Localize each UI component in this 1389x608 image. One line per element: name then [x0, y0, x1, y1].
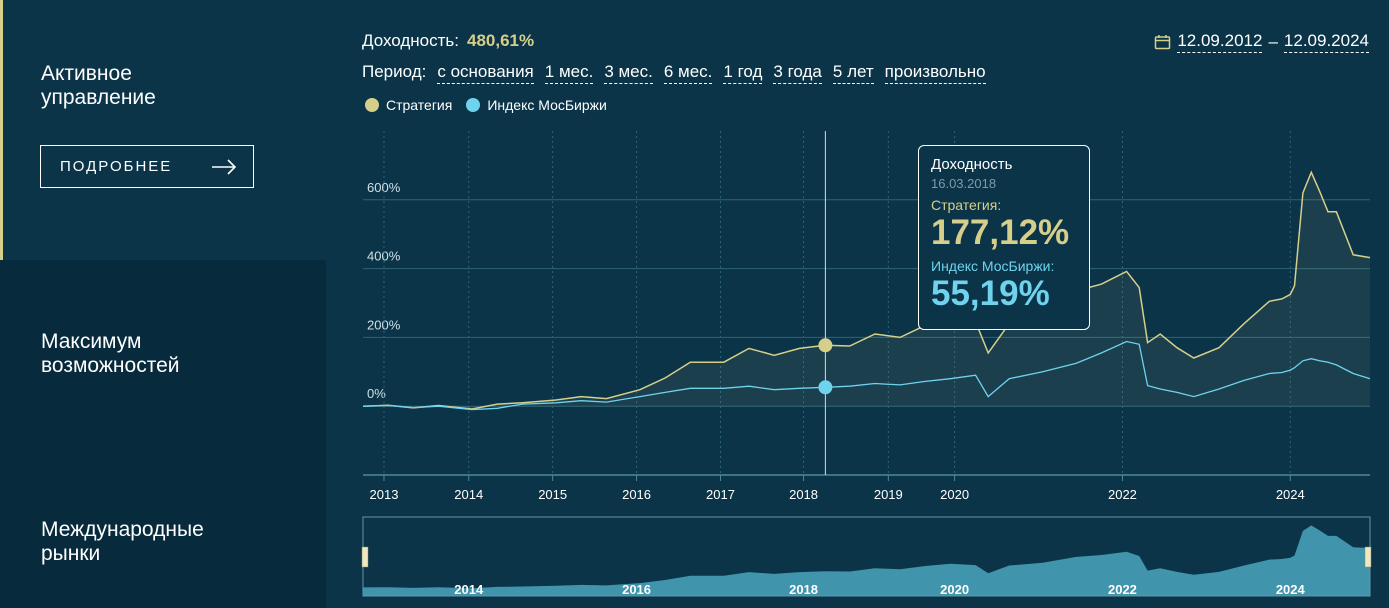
- navigator-tick-label-2: 2018: [789, 582, 818, 597]
- chart-legend: Стратегия Индекс МосБиржи: [365, 97, 607, 113]
- sidebar-inactive-panel: [0, 260, 326, 608]
- sidebar-active-panel: [0, 0, 326, 260]
- tooltip-strategy-value: 177,12%: [931, 213, 1070, 252]
- period-option-custom[interactable]: произвольно: [884, 62, 986, 84]
- sidebar-item-active-management[interactable]: Активное управление: [41, 62, 156, 109]
- navigator-tick-label-0: 2014: [454, 582, 484, 597]
- strategy-marker: [818, 338, 833, 353]
- index-line: [362, 340, 1371, 411]
- tooltip-index-label: Индекс МосБиржи:: [931, 258, 1055, 274]
- arrow-right-icon: [212, 158, 237, 175]
- date-range: 12.09.2012 – 12.09.2024: [1154, 31, 1369, 53]
- period-option-1-year[interactable]: 1 год: [723, 62, 763, 84]
- period-option-3-years[interactable]: 3 года: [773, 62, 822, 84]
- navigator-area: [363, 525, 1370, 596]
- yield-value: 480,61%: [467, 31, 535, 50]
- navigator-tick-label-5: 2024: [1276, 582, 1306, 597]
- date-to[interactable]: 12.09.2024: [1283, 31, 1369, 53]
- legend-label-strategy: Стратегия: [386, 97, 453, 113]
- x-tick-label-9: 2024: [1276, 487, 1305, 502]
- yield-label: Доходность:: [362, 31, 459, 50]
- x-tick-label-5: 2018: [789, 487, 818, 502]
- y-tick-label-0: 0%: [367, 386, 386, 401]
- tooltip-date: 16.03.2018: [931, 176, 997, 191]
- sidebar-item-max-opportunities[interactable]: Максимум возможностей: [41, 330, 180, 377]
- legend-item-index[interactable]: Индекс МосБиржи: [466, 97, 607, 113]
- x-tick-label-1: 2014: [454, 487, 483, 502]
- period-label: Период:: [362, 62, 427, 81]
- navigator-handle-right[interactable]: [1364, 546, 1372, 568]
- x-tick-label-3: 2016: [622, 487, 651, 502]
- x-tick-label-0: 2013: [370, 487, 399, 502]
- period-selector: Период: с основания 1 мес. 3 мес. 6 мес.…: [362, 62, 986, 84]
- index-marker: [818, 380, 833, 395]
- x-tick-label-7: 2020: [940, 487, 969, 502]
- period-option-5-years[interactable]: 5 лет: [832, 62, 874, 84]
- x-tick-label-4: 2017: [706, 487, 735, 502]
- legend-item-strategy[interactable]: Стратегия: [365, 97, 452, 113]
- calendar-icon[interactable]: [1154, 34, 1171, 50]
- sidebar-item-international-markets[interactable]: Международные рынки: [41, 518, 204, 565]
- tooltip-index-value: 55,19%: [931, 274, 1050, 313]
- sidebar-active-indicator: [0, 0, 3, 260]
- y-tick-label-1: 200%: [367, 317, 401, 332]
- date-separator: –: [1268, 32, 1278, 51]
- legend-dot-strategy: [365, 98, 379, 112]
- strategy-area: [363, 172, 1370, 409]
- navigator-tick-label-3: 2020: [940, 582, 969, 597]
- period-option-6-months[interactable]: 6 мес.: [663, 62, 713, 84]
- date-from[interactable]: 12.09.2012: [1177, 31, 1263, 53]
- period-option-1-month[interactable]: 1 мес.: [544, 62, 594, 84]
- tooltip-strategy-label: Стратегия:: [931, 197, 1002, 213]
- more-button-label: ПОДРОБНЕЕ: [60, 158, 173, 175]
- navigator-tick-label-1: 2016: [622, 582, 651, 597]
- navigator-tick-label-4: 2022: [1108, 582, 1137, 597]
- yield-summary: Доходность: 480,61%: [362, 31, 534, 51]
- period-option-since-inception[interactable]: с основания: [437, 62, 534, 84]
- navigator-handle-left[interactable]: [361, 546, 369, 568]
- more-button[interactable]: ПОДРОБНЕЕ: [40, 145, 254, 188]
- legend-label-index: Индекс МосБиржи: [487, 97, 607, 113]
- strategy-line: [362, 170, 1371, 410]
- x-tick-label-6: 2019: [874, 487, 903, 502]
- legend-dot-index: [466, 98, 481, 112]
- x-tick-label-2: 2015: [538, 487, 567, 502]
- tooltip-title: Доходность: [931, 156, 1013, 173]
- period-option-3-months[interactable]: 3 мес.: [604, 62, 653, 84]
- sidebar: Активное управление ПОДРОБНЕЕ Максимум в…: [0, 0, 326, 608]
- chart-tooltip: Доходность 16.03.2018 Стратегия: 177,12%…: [918, 145, 1090, 330]
- x-tick-label-8: 2022: [1108, 487, 1137, 502]
